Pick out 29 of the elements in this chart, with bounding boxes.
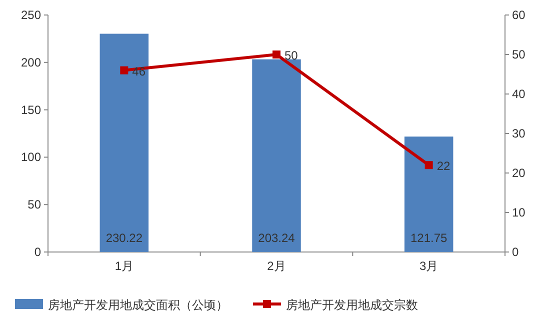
- y-tick-label: 50: [28, 198, 42, 212]
- x-tick-label: 1月: [114, 259, 134, 273]
- x-tick-label: 3月: [419, 259, 438, 273]
- y-tick-label: 100: [20, 150, 42, 164]
- data-label: 230.22: [106, 231, 143, 245]
- y-tick-label: 150: [20, 102, 42, 117]
- data-label: 22: [436, 159, 451, 174]
- y-tick-label: 200: [20, 55, 42, 70]
- y2-tick-label: 20: [512, 166, 526, 180]
- data-label: 203.24: [258, 231, 296, 245]
- bar: [252, 59, 301, 252]
- y-tick-label: 250: [20, 8, 42, 22]
- y2-tick-label: 30: [512, 126, 526, 140]
- x-tick-label: 2月: [267, 259, 286, 273]
- point: [424, 161, 433, 170]
- point: [120, 66, 128, 74]
- data-label: 50: [284, 48, 298, 62]
- y2-tick-label: 40: [512, 87, 526, 101]
- y2-tick-label: 0: [512, 245, 519, 259]
- data-label: 121.75: [410, 231, 448, 245]
- y2-tick-label: 50: [512, 48, 526, 62]
- y2-tick-label: 10: [512, 206, 526, 220]
- legend-label: 房地产开发用地成交宗数: [286, 298, 418, 312]
- y2-tick-label: 60: [512, 8, 526, 22]
- bar: [100, 34, 149, 252]
- bar: [404, 136, 454, 252]
- point: [272, 50, 280, 58]
- legend-label: 房地产开发用地成交面积（公顷）: [48, 298, 228, 312]
- y-tick-label: 0: [34, 245, 42, 259]
